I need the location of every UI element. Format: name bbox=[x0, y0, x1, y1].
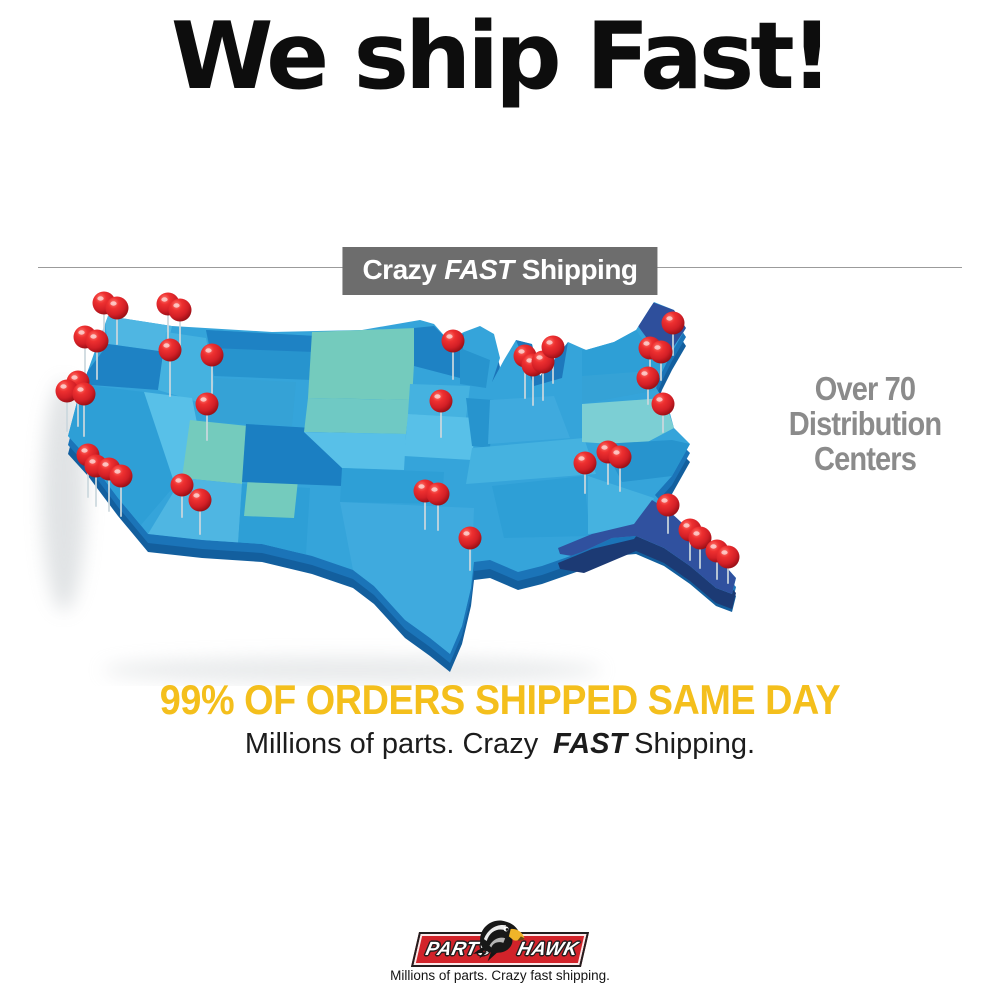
distribution-caption: Over 70 Distribution Centers bbox=[752, 370, 978, 477]
caption-line-2: Distribution bbox=[788, 404, 942, 442]
pins-layer bbox=[55, 291, 740, 584]
banner-text-fast: FAST bbox=[444, 254, 514, 285]
logo-tagline: Millions of parts. Crazy fast shipping. bbox=[390, 968, 610, 983]
subheadline: Millions of parts. Crazy FAST Shipping. bbox=[0, 728, 1000, 761]
banner-text-suffix: Shipping bbox=[521, 254, 638, 285]
map-svg bbox=[42, 291, 740, 683]
headline-same-day: 99% OF ORDERS SHIPPED SAME DAY bbox=[159, 676, 841, 723]
subheadline-suffix: Shipping. bbox=[634, 728, 756, 760]
caption-line-3: Centers bbox=[814, 439, 917, 477]
hawk-icon bbox=[472, 920, 525, 962]
partshawk-logo: PARTS HAWK Millions of parts. Crazy fast… bbox=[0, 920, 1000, 988]
subheadline-prefix: Millions of parts. Crazy bbox=[244, 728, 539, 760]
shipping-banner: Crazy FAST Shipping bbox=[342, 247, 658, 295]
us-distribution-map bbox=[22, 286, 752, 686]
page-title: We ship Fast! bbox=[170, 2, 833, 110]
map-shadow-bottom bbox=[102, 657, 602, 683]
subheadline-fast: FAST bbox=[553, 728, 628, 760]
banner-text-prefix: Crazy bbox=[362, 254, 437, 285]
caption-line-1: Over 70 bbox=[814, 370, 916, 407]
